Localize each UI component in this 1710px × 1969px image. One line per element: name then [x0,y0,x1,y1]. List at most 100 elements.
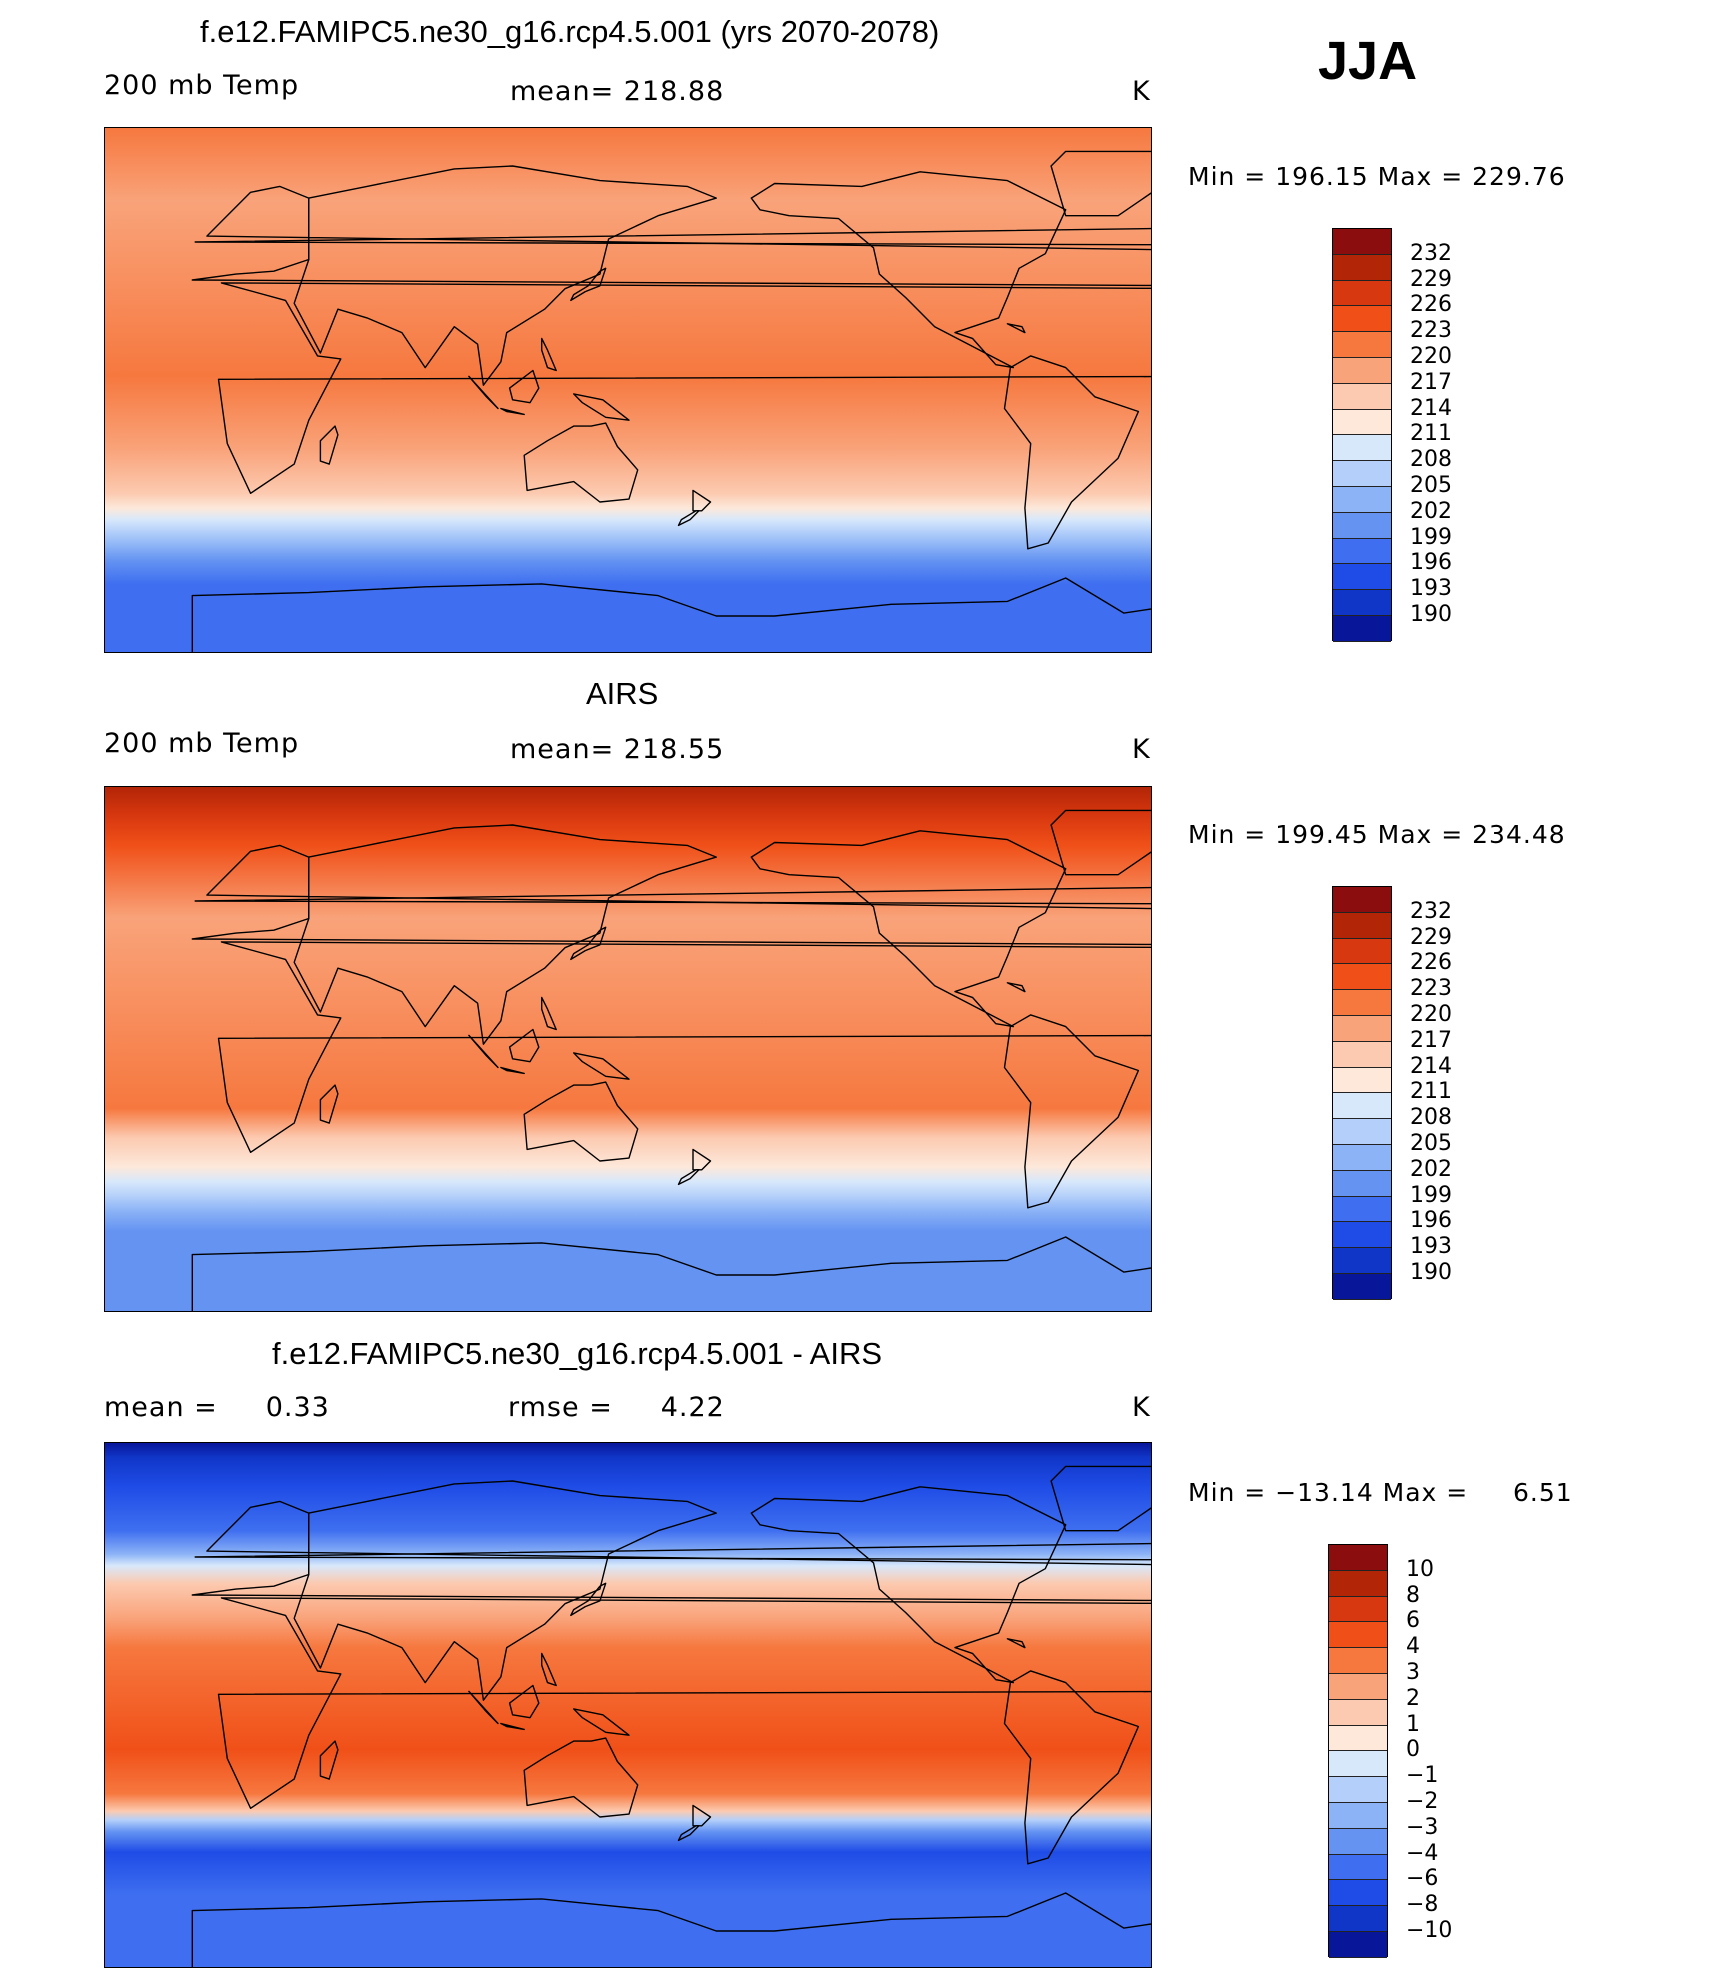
coastline [508,1684,540,1719]
colorbar-swatch [1333,964,1391,991]
colorbar-tick-label: 226 [1410,950,1452,976]
coastline [500,407,525,416]
panel-title: f.e12.FAMIPC5.ne30_g16.rcp4.5.001 (yrs 2… [200,14,940,49]
colorbar-tick-label: 220 [1410,1002,1452,1027]
coastline [468,1034,499,1069]
coastline [194,227,1151,246]
colorbar-swatch [1329,1674,1387,1700]
colorbar-tick-label: 205 [1410,1131,1452,1156]
colorbar-tick-label: 1 [1406,1711,1420,1737]
colorbar-swatch [1329,1545,1387,1571]
colorbar-swatch [1333,306,1391,333]
colorbar-swatch [1333,229,1391,255]
coastline [677,1825,700,1842]
colorbar-tick-label: −8 [1406,1892,1439,1918]
colorbar-tick-label: −6 [1406,1866,1439,1892]
coastline [692,489,712,512]
map-svg [105,787,1151,1311]
colorbar-tick-label: 220 [1410,344,1452,369]
temperature-field [105,128,1151,652]
colorbar-tick-label: −1 [1406,1763,1439,1789]
coastline [573,393,630,421]
colorbar-tick-label: 3 [1406,1660,1420,1685]
colorbar-swatch [1329,1777,1387,1803]
minmax-label: Min = 196.15 Max = 229.76 [1188,162,1566,191]
colorbar-swatch [1333,435,1391,462]
map-panel-difference [104,1442,1152,1968]
colorbar-tick-label: 196 [1410,1208,1452,1234]
coastline [573,1052,630,1080]
coastline [500,1066,525,1075]
colorbar-swatch [1329,1622,1387,1649]
coastline [217,1597,1151,1809]
colorbar-swatch [1333,1145,1391,1171]
coastline [191,185,1151,287]
colorbar-swatch [1333,383,1391,410]
coastline [1050,1465,1151,1532]
colorbar-tick-label: 190 [1410,602,1452,627]
colorbar-swatch [1333,1248,1391,1274]
colorbar-tick-label: 4 [1406,1634,1420,1660]
colorbar-tick-label: 223 [1410,976,1452,1002]
colorbar-swatch [1333,1093,1391,1120]
coastline [319,1084,339,1124]
coastline [523,1081,639,1162]
colorbar-swatch [1333,358,1391,384]
panel-center-label: mean= 218.88 [510,76,725,107]
colorbar-swatch [1329,1596,1387,1623]
colorbar-tick-label: 190 [1410,1260,1452,1285]
colorbar-swatch [1329,1828,1387,1855]
colorbar-swatch [1333,938,1391,965]
colorbar-swatch [1333,887,1391,913]
coastline [468,1690,499,1725]
map-svg [105,128,1151,652]
colorbar-tick-label: 6 [1406,1608,1420,1634]
minmax-label: Min = −13.14 Max = 6.51 [1188,1478,1573,1507]
coastline [523,422,639,503]
coastline [191,1892,1151,1967]
colorbar-swatch [1329,1854,1387,1881]
colorbar-tick-label: 199 [1410,524,1452,550]
season-label: JJA [1318,31,1418,91]
coastline [1006,1638,1026,1649]
colorbar-swatch [1333,1274,1391,1300]
colorbar-swatch [1333,564,1391,591]
panel-left-label: mean = 0.33 [104,1392,330,1423]
colorbar-tick-label: 208 [1410,1105,1452,1131]
colorbar-tick-label: −10 [1406,1918,1453,1943]
colorbar-swatch [1333,280,1391,307]
coastline [523,1737,639,1818]
colorbar-swatch [1329,1751,1387,1778]
coastline [1003,1670,1140,1865]
colorbar-swatch [1333,1041,1391,1068]
colorbar-tick-label: 229 [1410,266,1452,292]
panel-left-label: 200 mb Temp [104,728,300,759]
coastline [191,1236,1151,1311]
colorbar-tick-label: 211 [1410,1079,1452,1105]
coastline [541,996,557,1031]
coastline [319,1740,339,1780]
colorbar-tick-label: 2 [1406,1685,1420,1711]
colorbar-swatch [1333,616,1391,642]
minmax-label: Min = 199.45 Max = 234.48 [1188,820,1566,849]
panel-center-label: rmse = 4.22 [508,1392,725,1423]
colorbar-swatch [1333,912,1391,939]
colorbar-swatch [1333,512,1391,539]
coastline [191,844,1151,946]
colorbar-swatch [1333,409,1391,436]
coastline [468,375,499,410]
colorbar-swatch [1333,332,1391,358]
map-panel-airs [104,786,1152,1312]
coastline [500,1722,525,1731]
colorbar-tick-label: 0 [1406,1737,1420,1763]
coastline [573,1708,630,1736]
coastline [293,165,717,386]
coastline [217,282,1151,494]
colorbar-tick-label: 223 [1410,318,1452,344]
colorbar-swatch [1329,1725,1387,1752]
coastline [1003,355,1140,550]
panel-title: f.e12.FAMIPC5.ne30_g16.rcp4.5.001 - AIRS [272,1336,883,1371]
map-panel-model [104,127,1152,653]
coastline [692,1148,712,1171]
coastline [677,510,700,527]
